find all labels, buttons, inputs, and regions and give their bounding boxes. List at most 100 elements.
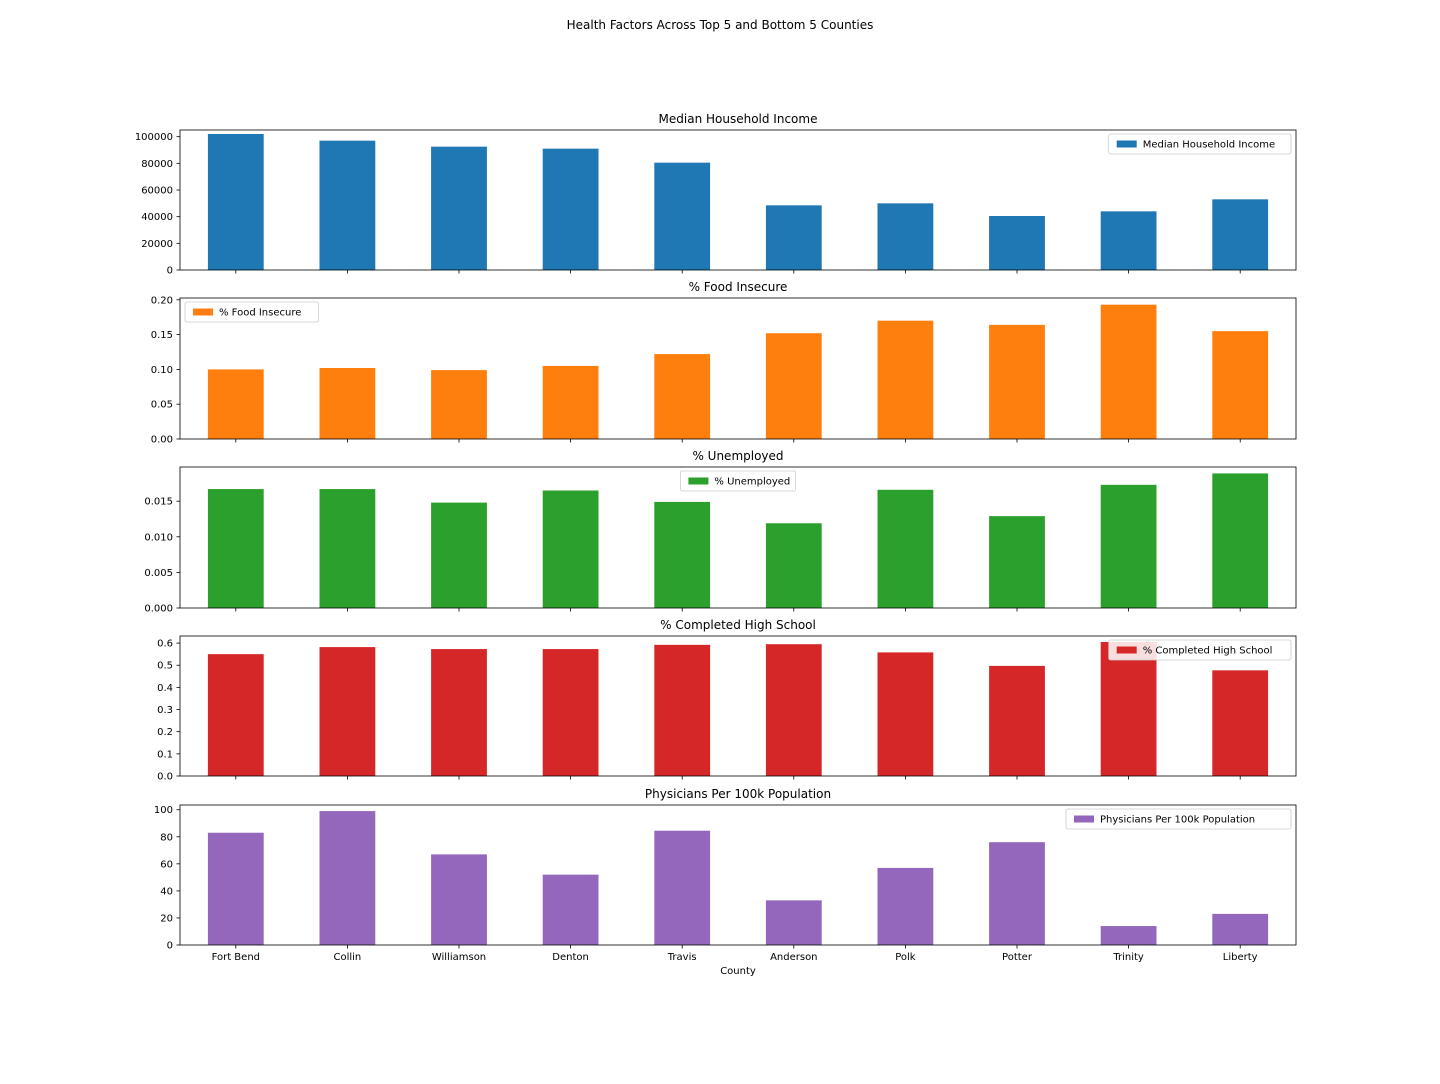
- y-tick-label: 100: [154, 805, 173, 816]
- bar: [654, 501, 711, 608]
- bar: [319, 647, 376, 776]
- y-tick-label: 0.4: [157, 683, 173, 694]
- subplot-title: % Unemployed: [692, 449, 783, 463]
- y-tick-label: 0: [167, 941, 173, 952]
- bar: [765, 205, 822, 270]
- y-tick-label: 0.1: [157, 749, 173, 760]
- legend-label: Median Household Income: [1143, 140, 1275, 151]
- legend-swatch: [688, 477, 709, 485]
- bar: [431, 502, 487, 608]
- legend: Physicians Per 100k Population: [1065, 808, 1292, 830]
- bar: [542, 874, 599, 945]
- axes-frame: [179, 297, 1297, 440]
- x-tick-label: Fort Bend: [212, 952, 260, 963]
- y-tick-label: 60: [160, 859, 173, 870]
- bar: [207, 489, 264, 608]
- subplot-title: Median Household Income: [659, 112, 818, 126]
- legend: % Food Insecure: [184, 301, 319, 323]
- subplot-4: % Completed High School 0.0 0.1 0.2 0.3 0.4 0.…: [157, 618, 1297, 783]
- bar: [542, 148, 599, 270]
- bar: [542, 649, 599, 776]
- bar: [207, 369, 264, 439]
- y-tick-label: 100000: [135, 132, 173, 143]
- axes-frame: [179, 804, 1297, 946]
- subplot-title: Physicians Per 100k Population: [645, 787, 831, 801]
- bar: [1100, 211, 1157, 270]
- bar: [877, 652, 934, 776]
- x-axis-label: County: [720, 966, 756, 977]
- axes-frame: [179, 466, 1297, 609]
- legend-label: % Food Insecure: [219, 308, 301, 319]
- y-tick-label: 0.015: [144, 497, 173, 508]
- legend-label: % Unemployed: [714, 477, 790, 488]
- bar: [431, 146, 487, 270]
- bar: [765, 644, 822, 776]
- x-tick-label: Trinity: [1112, 952, 1144, 963]
- legend-swatch: [1116, 646, 1137, 654]
- y-tick-label: 0.3: [157, 705, 173, 716]
- legend-label: % Completed High School: [1143, 646, 1273, 657]
- legend-swatch: [1074, 815, 1094, 823]
- legend-box: [1108, 133, 1292, 155]
- y-tick-label: 0.6: [157, 639, 173, 650]
- bar: [765, 523, 822, 608]
- bar: [319, 489, 376, 608]
- y-tick-label: 0.2: [157, 727, 173, 738]
- subplot-title: % Food Insecure: [689, 280, 788, 294]
- x-tick-label: Liberty: [1223, 952, 1258, 963]
- x-tick-label: Travis: [667, 952, 697, 963]
- bar: [989, 842, 1045, 945]
- bar: [877, 320, 934, 439]
- bar: [431, 649, 487, 776]
- bar: [1212, 473, 1269, 608]
- bar: [877, 867, 934, 945]
- bar: [654, 644, 711, 776]
- bar: [542, 490, 599, 608]
- bar: [1212, 913, 1269, 945]
- bar: [989, 516, 1045, 608]
- x-tick-label: Williamson: [432, 952, 486, 963]
- bar: [542, 365, 599, 439]
- figure-title: Health Factors Across Top 5 and Bottom 5…: [566, 18, 874, 32]
- bar: [1100, 641, 1157, 776]
- bar: [431, 854, 487, 945]
- bar: [207, 654, 264, 776]
- y-tick-label: 20: [160, 913, 173, 924]
- subplot-2: % Food Insecure 0.00 0.05 0.10 0.15 0.20 % Foo…: [151, 280, 1297, 446]
- x-tick-label: Potter: [1002, 952, 1033, 963]
- legend-box: [1108, 639, 1292, 661]
- bar: [654, 354, 711, 439]
- bar: [1212, 670, 1269, 776]
- bar: [654, 162, 711, 270]
- legend: % Unemployed: [680, 470, 797, 492]
- legend-box: [680, 470, 797, 492]
- y-tick-label: 0.10: [151, 365, 173, 376]
- bar: [1100, 304, 1157, 439]
- bar: [765, 333, 822, 439]
- bar: [207, 134, 264, 270]
- y-tick-label: 0.20: [151, 295, 173, 306]
- y-tick-label: 80000: [141, 159, 173, 170]
- y-tick-label: 0: [167, 266, 173, 277]
- y-tick-label: 0.0: [157, 772, 173, 783]
- y-tick-label: 0.005: [144, 568, 173, 579]
- bar: [319, 368, 376, 439]
- bar: [877, 489, 934, 608]
- bar: [1212, 199, 1269, 270]
- subplot-title: % Completed High School: [660, 618, 816, 632]
- legend: % Completed High School: [1108, 639, 1292, 661]
- legend-swatch: [193, 308, 213, 316]
- y-tick-label: 60000: [141, 186, 173, 197]
- x-tick-label: Denton: [552, 952, 589, 963]
- legend-label: Physicians Per 100k Population: [1100, 815, 1255, 826]
- y-tick-label: 40: [160, 886, 173, 897]
- x-tick-label: Anderson: [770, 952, 817, 963]
- subplot-3: % Unemployed 0.000 0.005 0.010 0.015 % Unempl…: [144, 449, 1297, 615]
- legend-box: [184, 301, 319, 323]
- bar: [319, 811, 376, 945]
- y-tick-label: 80: [160, 832, 173, 843]
- bar: [654, 830, 711, 945]
- bar: [877, 203, 934, 270]
